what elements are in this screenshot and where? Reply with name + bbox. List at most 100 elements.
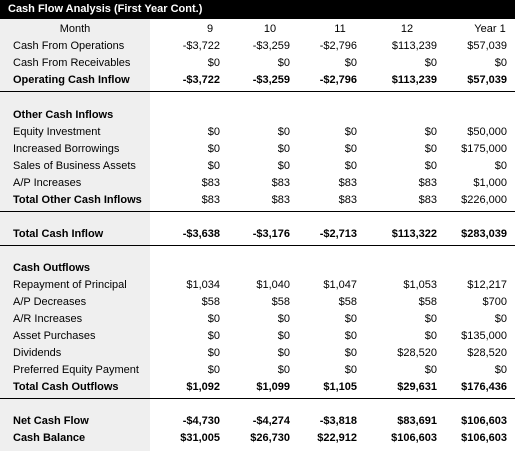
cell-m9: $83: [201, 194, 220, 206]
row-label: Total Cash Inflow: [13, 228, 104, 240]
cell-m11: $1,047: [323, 279, 357, 291]
section-heading: Other Cash Inflows: [0, 107, 515, 124]
cell-year1: $0: [494, 160, 507, 172]
cell-m11: $0: [344, 347, 357, 359]
cell-year1: $135,000: [461, 330, 507, 342]
cell-m11: -$2,796: [319, 74, 357, 86]
cell-m9: $0: [207, 57, 220, 69]
cell-m11: -$2,713: [319, 228, 357, 240]
cell-year1: $226,000: [461, 194, 507, 206]
cell-m10: $58: [271, 296, 290, 308]
cell-m9: -$3,722: [182, 74, 220, 86]
header-row: Month 9 10 11 12 Year 1: [0, 21, 515, 38]
cell-m12: $0: [424, 143, 437, 155]
cell-m9: $58: [201, 296, 220, 308]
cell-m12: $58: [418, 296, 437, 308]
row-label: Preferred Equity Payment: [13, 364, 139, 376]
row-label: Asset Purchases: [13, 330, 96, 342]
cell-m12: $83: [418, 194, 437, 206]
cell-m9: $1,092: [186, 381, 220, 393]
cell-m11: $0: [344, 160, 357, 172]
cell-m10: $83: [271, 177, 290, 189]
cell-m9: $0: [207, 330, 220, 342]
cell-year1: $28,520: [467, 347, 507, 359]
cell-m10: $1,040: [256, 279, 290, 291]
cell-m12: $113,239: [391, 40, 437, 52]
divider: [0, 398, 515, 399]
cell-m12: $28,520: [397, 347, 437, 359]
table-row: Sales of Business Assets $0 $0 $0 $0 $0: [0, 158, 515, 175]
cell-m12: $0: [424, 364, 437, 376]
cell-year1: $106,603: [461, 432, 507, 444]
cell-m12: $0: [424, 330, 437, 342]
cell-year1: $106,603: [461, 415, 507, 427]
table-row: A/P Decreases $58 $58 $58 $58 $700: [0, 294, 515, 311]
section-heading-label: Other Cash Inflows: [13, 109, 114, 121]
cell-year1: $0: [494, 313, 507, 325]
cell-m11: -$3,818: [319, 415, 357, 427]
cell-m10: -$3,176: [252, 228, 290, 240]
table-row: Repayment of Principal $1,034 $1,040 $1,…: [0, 277, 515, 294]
row-label: A/R Increases: [13, 313, 83, 325]
cell-year1: $0: [494, 57, 507, 69]
cell-m12: $0: [424, 126, 437, 138]
cell-m9: -$3,722: [182, 40, 220, 52]
table-row: Dividends $0 $0 $0 $28,520 $28,520: [0, 345, 515, 362]
cell-m9: -$4,730: [182, 415, 220, 427]
cell-m10: $1,099: [256, 381, 290, 393]
header-col-11: 11: [334, 23, 346, 35]
total-row: Total Cash Outflows $1,092 $1,099 $1,105…: [0, 379, 515, 396]
cell-year1: $0: [494, 364, 507, 376]
cell-m10: $0: [277, 347, 290, 359]
cell-m9: $83: [201, 177, 220, 189]
table-row: A/P Increases $83 $83 $83 $83 $1,000: [0, 175, 515, 192]
cell-year1: $283,039: [461, 228, 507, 240]
total-row: Operating Cash Inflow -$3,722 -$3,259 -$…: [0, 72, 515, 89]
cell-m12: $29,631: [397, 381, 437, 393]
cell-m9: $0: [207, 313, 220, 325]
cell-m9: $0: [207, 364, 220, 376]
cell-m11: $0: [344, 57, 357, 69]
cell-m11: $22,912: [317, 432, 357, 444]
header-col-year1: Year 1: [474, 23, 506, 35]
row-label: A/P Increases: [13, 177, 82, 189]
row-label: Equity Investment: [13, 126, 101, 138]
row-label: Sales of Business Assets: [13, 160, 136, 172]
cell-m10: $26,730: [250, 432, 290, 444]
cell-m12: $1,053: [403, 279, 437, 291]
cell-m12: $113,239: [391, 74, 437, 86]
cell-m10: $0: [277, 143, 290, 155]
row-label: Total Other Cash Inflows: [13, 194, 142, 206]
cell-m12: $0: [424, 313, 437, 325]
cell-year1: $176,436: [461, 381, 507, 393]
divider: [0, 211, 515, 212]
cell-m10: $0: [277, 126, 290, 138]
table-row: Cash From Receivables $0 $0 $0 $0 $0: [0, 55, 515, 72]
cell-m10: $0: [277, 160, 290, 172]
table-row: Equity Investment $0 $0 $0 $0 $50,000: [0, 124, 515, 141]
cell-m12: $83: [418, 177, 437, 189]
section-heading-label: Cash Outflows: [13, 262, 91, 274]
cell-m11: $0: [344, 143, 357, 155]
total-row: Cash Balance $31,005 $26,730 $22,912 $10…: [0, 430, 515, 447]
header-month-label: Month: [59, 23, 91, 35]
cell-m10: $0: [277, 57, 290, 69]
section-heading: Cash Outflows: [0, 260, 515, 277]
cell-year1: $57,039: [467, 40, 507, 52]
cell-m11: $83: [338, 177, 357, 189]
cell-m12: $0: [424, 160, 437, 172]
sheet-title: Cash Flow Analysis (First Year Cont.): [0, 0, 515, 19]
total-row: Total Other Cash Inflows $83 $83 $83 $83…: [0, 192, 515, 209]
header-col-9: 9: [206, 23, 214, 35]
cell-m11: $0: [344, 364, 357, 376]
cell-m9: $1,034: [186, 279, 220, 291]
table-row: Cash From Operations -$3,722 -$3,259 -$2…: [0, 38, 515, 55]
header-col-12: 12: [400, 23, 414, 35]
cell-m11: $0: [344, 126, 357, 138]
cell-m9: $0: [207, 347, 220, 359]
cell-m9: $0: [207, 160, 220, 172]
row-label: Cash From Operations: [13, 40, 125, 52]
total-row: Net Cash Flow -$4,730 -$4,274 -$3,818 $8…: [0, 413, 515, 430]
cell-m10: $0: [277, 330, 290, 342]
total-row: Total Cash Inflow -$3,638 -$3,176 -$2,71…: [0, 226, 515, 243]
